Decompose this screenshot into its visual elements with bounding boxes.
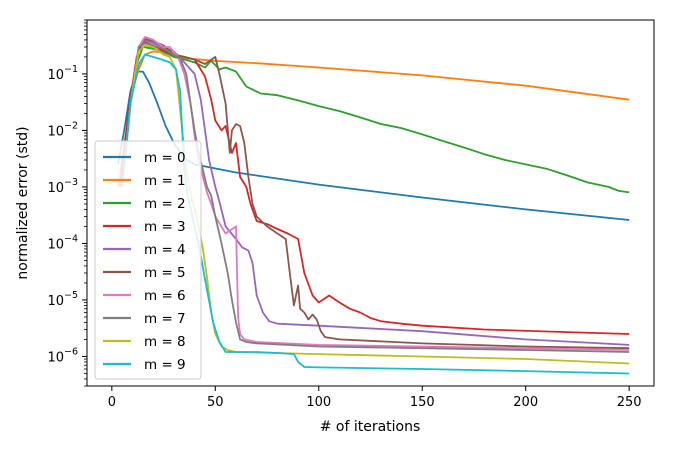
series-layer (117, 36, 630, 375)
legend-label-2: m = 2 (144, 196, 186, 212)
plot-frame (86, 19, 655, 387)
legend-label-0: m = 0 (144, 150, 186, 166)
legend-label-1: m = 1 (144, 173, 186, 189)
legend-label-7: m = 7 (144, 311, 186, 327)
legend-label-4: m = 4 (144, 242, 186, 258)
legend-label-8: m = 8 (144, 334, 186, 350)
legend: m = 0 m = 1 m = 2 m = 3 m = 4 m = 5 m = 6 m = 7… (94, 140, 202, 380)
legend-label-6: m = 6 (144, 288, 186, 304)
series-line-6 (121, 36, 630, 351)
y-tick-label: 10−1 (47, 64, 78, 83)
y-tick-label: 10−3 (47, 177, 78, 196)
x-tick-label: 0 (108, 395, 116, 410)
y-tick-label: 10−4 (47, 233, 78, 252)
y-tick-label: 10−5 (47, 290, 78, 309)
x-tick-label: 150 (410, 395, 435, 410)
x-tick-label: 200 (513, 395, 538, 410)
legend-label-5: m = 5 (144, 265, 186, 281)
series-line-7 (121, 42, 630, 353)
y-axis-label: normalized error (std) (15, 126, 31, 279)
x-axis: 0 50 100 150 200 250 (108, 386, 642, 410)
x-axis-label: # of iterations (320, 419, 421, 435)
series-line-4 (121, 39, 630, 346)
x-tick-label: 50 (207, 395, 224, 410)
series-line-9 (121, 53, 630, 375)
y-tick-label: 10−2 (47, 120, 78, 139)
series-line-2 (119, 46, 630, 194)
legend-label-9: m = 9 (144, 357, 186, 373)
legend-label-3: m = 3 (144, 219, 186, 235)
x-tick-label: 100 (306, 395, 331, 410)
y-axis: 10−6 10−5 10−4 10−3 10−2 10−1 (47, 19, 87, 387)
y-tick-label: 10−6 (47, 346, 78, 365)
legend-box (94, 140, 202, 380)
x-tick-label: 250 (617, 395, 642, 410)
